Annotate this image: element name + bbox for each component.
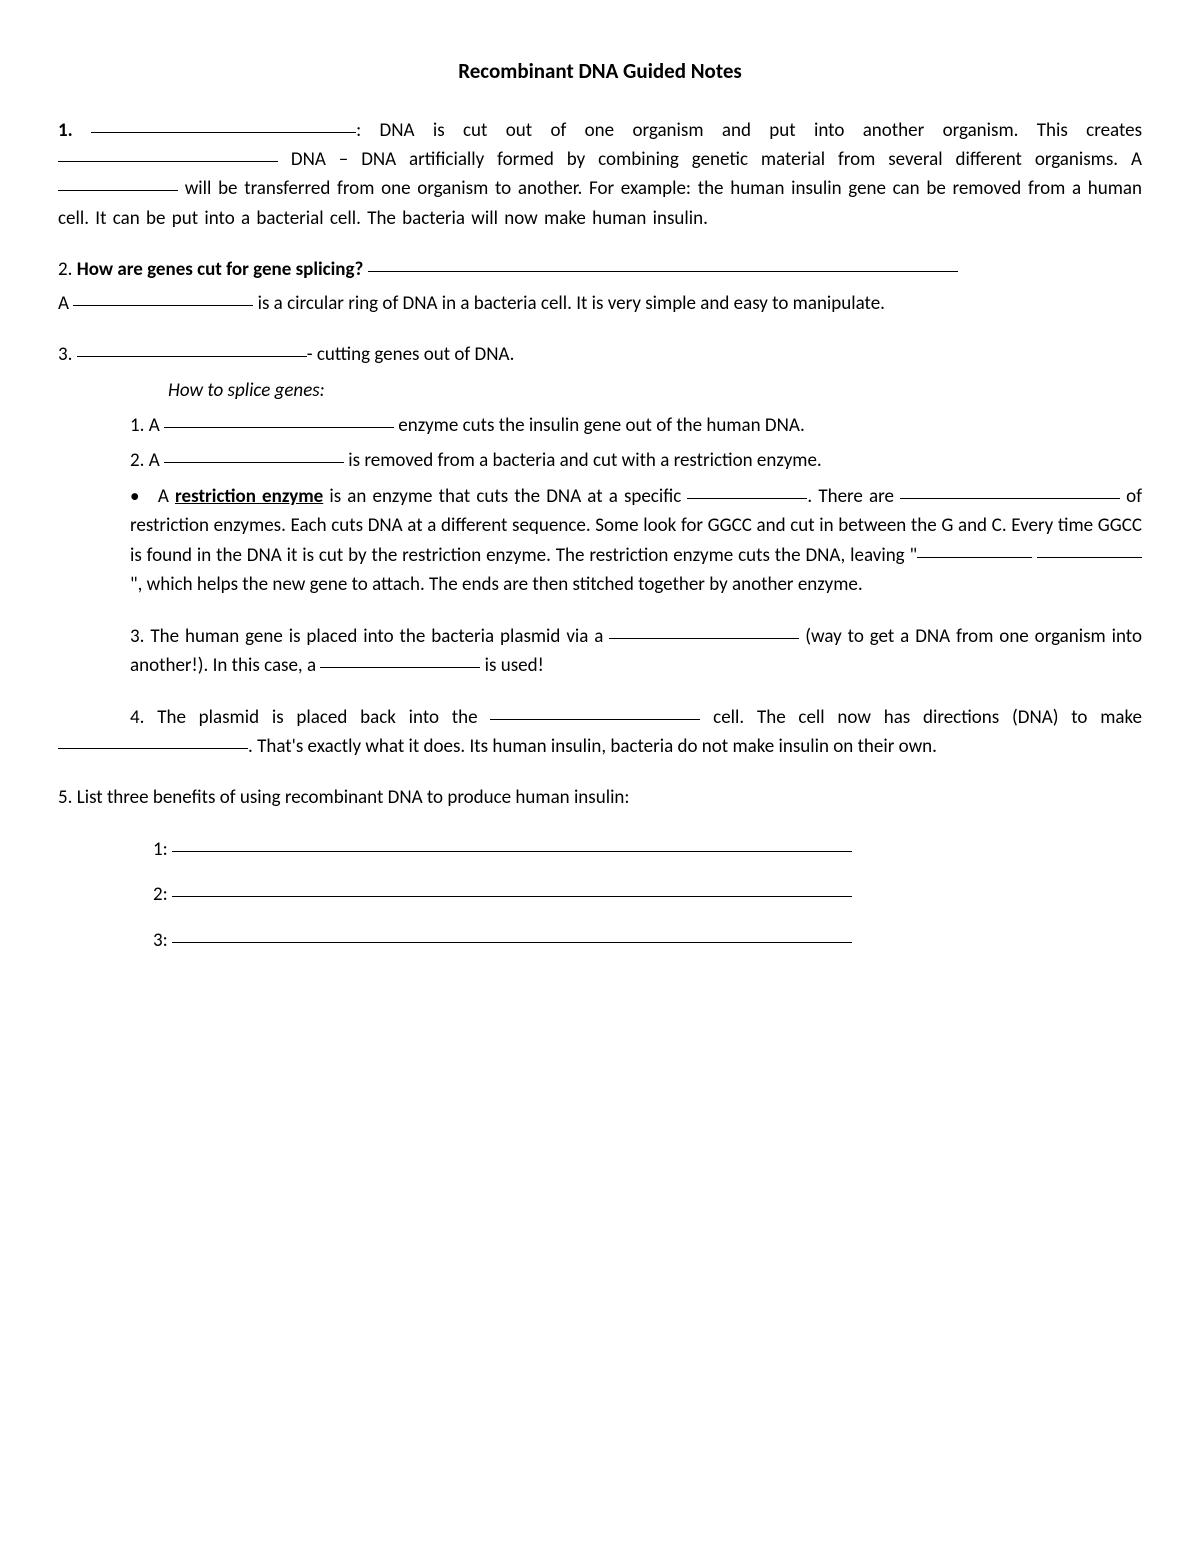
blank-field[interactable] xyxy=(368,253,958,272)
blank-field[interactable] xyxy=(73,287,253,306)
blank-field[interactable] xyxy=(917,539,1032,558)
restriction-term: restriction enzyme xyxy=(175,485,323,508)
blank-field[interactable] xyxy=(58,143,278,162)
q1-text2: DNA – DNA artificially formed by combini… xyxy=(278,148,1142,171)
question-2-sub: A is a circular ring of DNA in a bacteri… xyxy=(58,289,1142,318)
blank-field[interactable] xyxy=(320,649,480,668)
s4-b: cell. The cell now has directions (DNA) … xyxy=(700,706,1142,729)
blank-field[interactable] xyxy=(687,480,807,499)
step-1: 1. A enzyme cuts the insulin gene out of… xyxy=(58,411,1142,440)
s3-c: is used! xyxy=(480,654,543,677)
step-3: 3. The human gene is placed into the bac… xyxy=(58,622,1142,681)
sb-a: A xyxy=(158,485,175,508)
step-bullet: • A restriction enzyme is an enzyme that… xyxy=(58,482,1142,600)
question-5: 5. List three benefits of using recombin… xyxy=(58,783,1142,812)
question-2: 2. How are genes cut for gene splicing? xyxy=(58,255,1142,284)
blank-field[interactable] xyxy=(900,480,1120,499)
blank-field[interactable] xyxy=(58,172,178,191)
blank-field[interactable] xyxy=(172,924,852,943)
question-3: 3. - cutting genes out of DNA. xyxy=(58,340,1142,369)
q2sub-b: is a circular ring of DNA in a bacteria … xyxy=(253,292,885,315)
benefit-2: 2: xyxy=(58,880,1142,909)
s2-text: is removed from a bacteria and cut with … xyxy=(344,449,822,472)
blank-field[interactable] xyxy=(58,730,248,749)
blank-field[interactable] xyxy=(91,114,356,133)
howto-heading: How to splice genes: xyxy=(58,376,1142,405)
blank-field[interactable] xyxy=(164,409,394,428)
q2sub-a: A xyxy=(58,292,73,315)
page-title: Recombinant DNA Guided Notes xyxy=(58,55,1142,88)
blank-field[interactable] xyxy=(609,620,799,639)
s1-text: enzyme cuts the insulin gene out of the … xyxy=(394,414,805,437)
benefit-3: 3: xyxy=(58,926,1142,955)
q1-text1: : DNA is cut out of one organism and put… xyxy=(356,119,1142,142)
sb-b: is an enzyme that cuts the DNA at a spec… xyxy=(323,485,687,508)
q2-bold: How are genes cut for gene splicing? xyxy=(77,258,364,281)
sb-e: ", which helps the new gene to attach. T… xyxy=(130,573,863,596)
sb-c: . There are xyxy=(807,485,900,508)
step-2: 2. A is removed from a bacteria and cut … xyxy=(58,446,1142,475)
s1-num: 1. A xyxy=(130,414,164,437)
s4-a: 4. The plasmid is placed back into the xyxy=(130,706,490,729)
b3-label: 3: xyxy=(153,929,172,952)
benefit-1: 1: xyxy=(58,835,1142,864)
blank-field[interactable] xyxy=(172,833,852,852)
step-4: 4. The plasmid is placed back into the c… xyxy=(58,703,1142,762)
blank-field[interactable] xyxy=(77,338,307,357)
s2-num: 2. A xyxy=(130,449,164,472)
s4-c: . That's exactly what it does. Its human… xyxy=(248,735,937,758)
q1-text3: will be transferred from one organism to… xyxy=(58,177,1142,229)
q2-number: 2. xyxy=(58,258,77,281)
blank-field[interactable] xyxy=(1037,539,1142,558)
b2-label: 2: xyxy=(153,883,172,906)
q3-text1: - cutting genes out of DNA. xyxy=(307,343,515,366)
question-1: 1. : DNA is cut out of one organism and … xyxy=(58,116,1142,234)
blank-field[interactable] xyxy=(164,444,344,463)
blank-field[interactable] xyxy=(172,878,852,897)
blank-field[interactable] xyxy=(490,701,700,720)
s3-a: 3. The human gene is placed into the bac… xyxy=(130,625,609,648)
b1-label: 1: xyxy=(153,838,172,861)
bullet-icon: • xyxy=(130,485,139,508)
q3-number: 3. xyxy=(58,343,77,366)
q1-number: 1. xyxy=(58,119,73,142)
